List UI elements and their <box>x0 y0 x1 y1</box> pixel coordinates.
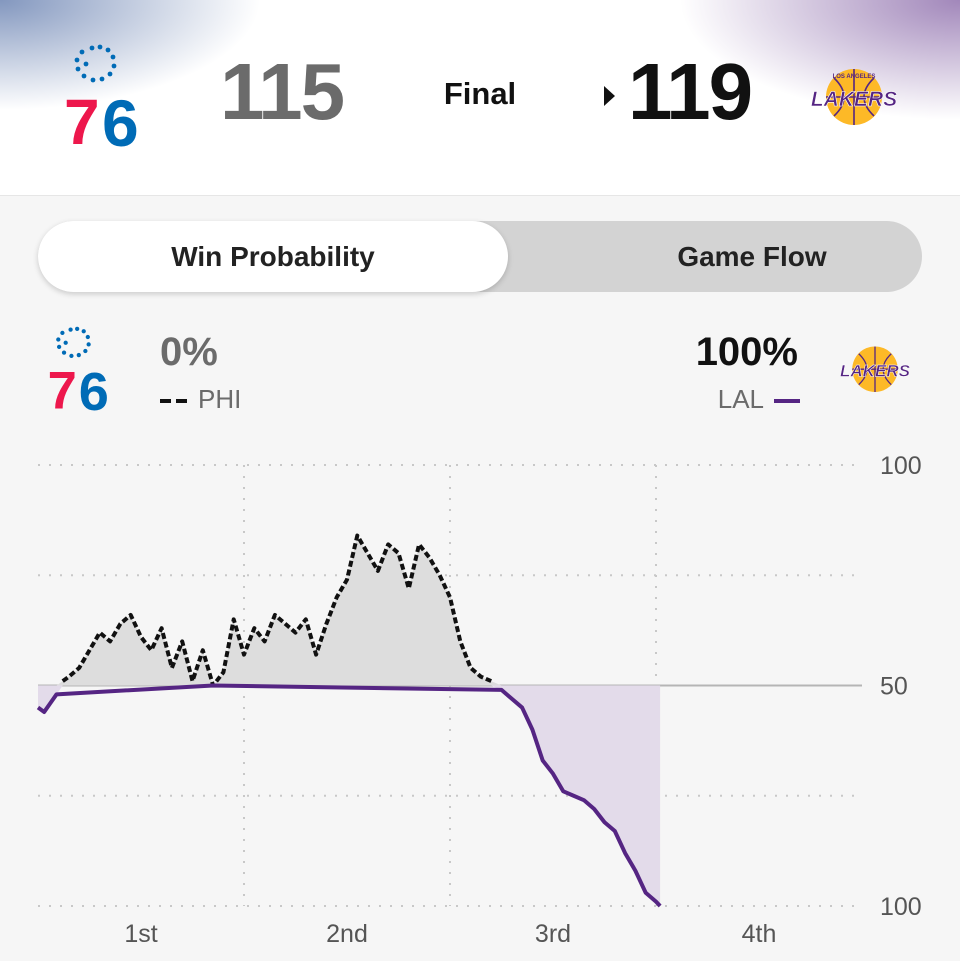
sixers-logo-seven: 7 <box>64 86 100 152</box>
y-tick-label: 100 <box>880 893 922 921</box>
away-score: 115 <box>220 47 345 136</box>
phi-legend: PHI <box>160 384 241 415</box>
lakers-wordmark: LAKERS <box>811 88 897 111</box>
sixers-logo-six: 6 <box>102 86 139 152</box>
sixers-stars-icon <box>74 44 117 83</box>
home-score: 119 <box>628 47 753 136</box>
lakers-legend-logo: LAKERS <box>840 346 911 392</box>
scoreboard-header: 7 6 115 Final 119 LOS ANGELES LAKERS <box>0 0 960 196</box>
quarter-label: 2nd <box>326 920 368 948</box>
sixers-logo[interactable]: 7 6 <box>62 40 162 152</box>
lal-win-pct: 100% <box>695 330 798 374</box>
phi-area-fill <box>38 535 661 686</box>
chart-toggle: Game Flow Win Probability <box>38 221 922 292</box>
y-tick-label: 50 <box>880 673 908 701</box>
tab-game-flow-label: Game Flow <box>677 240 827 272</box>
lal-legend: LAL <box>640 384 800 415</box>
quarter-label: 3rd <box>535 920 571 948</box>
sixers-legend-seven: 7 <box>48 361 77 416</box>
tab-win-probability[interactable]: Win Probability <box>38 221 508 292</box>
tab-game-flow[interactable]: Game Flow <box>452 221 922 292</box>
solid-line-icon <box>774 399 800 404</box>
lal-series-line <box>36 683 662 908</box>
sixers-legend-six: 6 <box>79 362 109 416</box>
chart-lines <box>36 533 662 908</box>
win-probability-chart: 100 50 100 1st 2nd 3rd 4th <box>36 452 922 948</box>
chart-labels: 100 50 100 1st 2nd 3rd 4th <box>124 452 921 948</box>
sixers-stars-icon <box>56 326 91 359</box>
y-tick-label: 100 <box>880 452 922 480</box>
sixers-legend-logo: 7 6 <box>48 326 109 416</box>
lal-legend-label: LAL <box>717 384 764 414</box>
quarter-label: 1st <box>124 920 157 948</box>
lal-area-fill <box>38 685 661 906</box>
tab-win-probability-label: Win Probability <box>171 240 375 272</box>
dashed-line-icon <box>160 399 190 404</box>
svg-text:LOS ANGELES: LOS ANGELES <box>833 74 876 80</box>
lakers-logo[interactable]: LOS ANGELES LAKERS <box>804 66 904 130</box>
caret-right-icon <box>604 86 615 106</box>
phi-win-pct: 0% <box>160 330 218 374</box>
game-status: Final <box>443 76 517 111</box>
phi-legend-label: PHI <box>198 384 242 414</box>
lakers-legend-wordmark: LAKERS <box>840 362 911 381</box>
quarter-label: 4th <box>742 920 777 948</box>
chart-fills <box>38 535 661 906</box>
phi-series-line <box>61 533 492 688</box>
